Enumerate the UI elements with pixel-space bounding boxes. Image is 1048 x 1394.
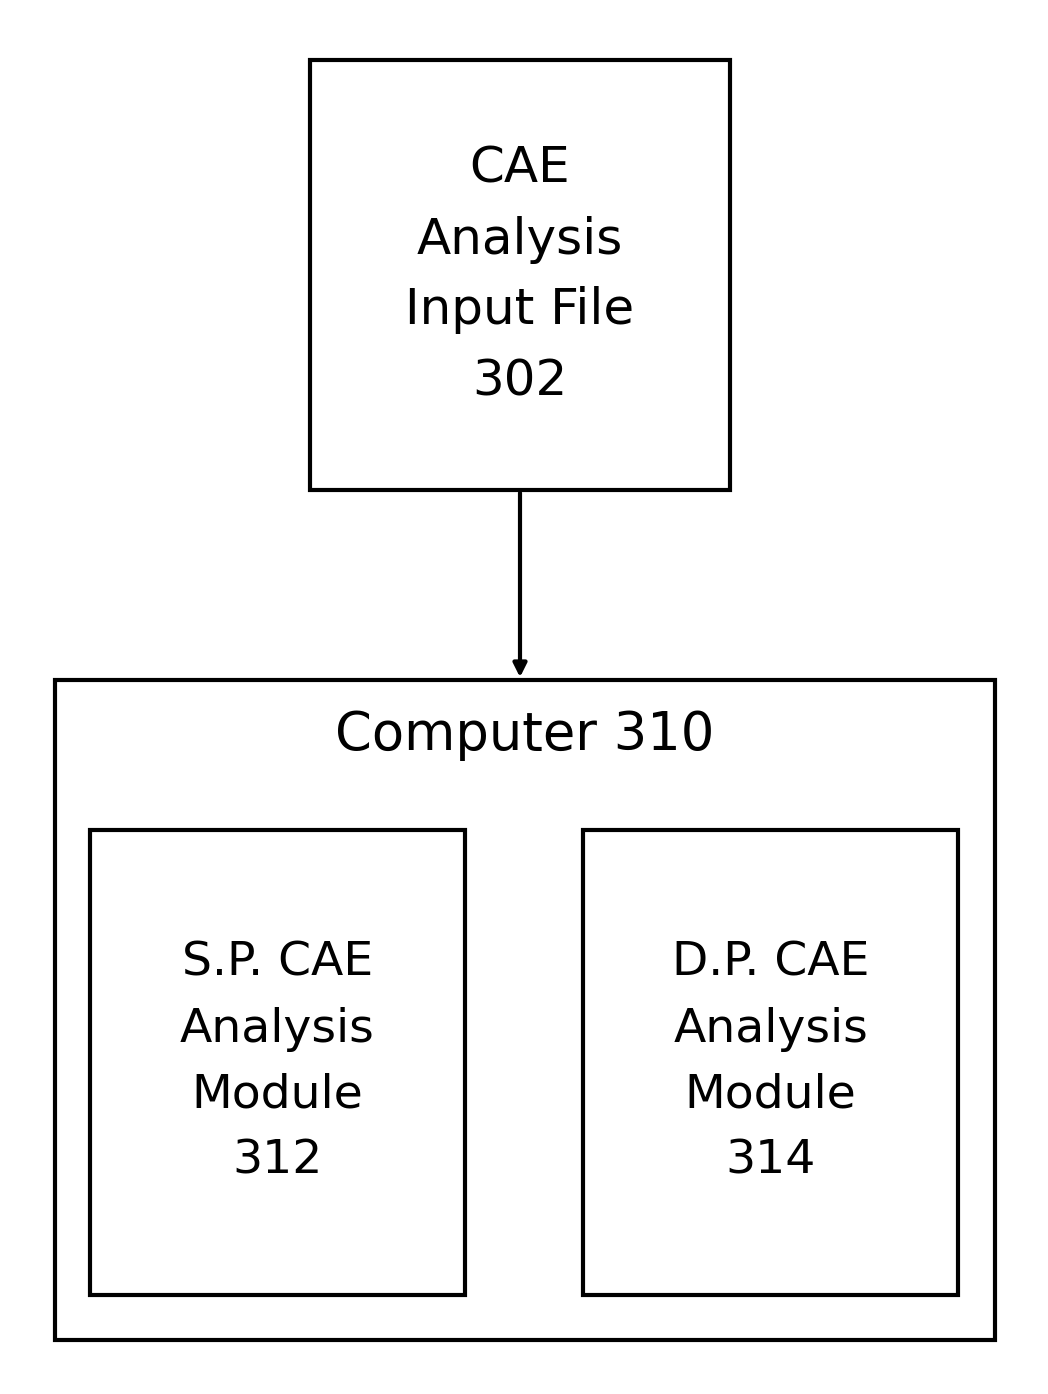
Text: S.P. CAE
Analysis
Module
312: S.P. CAE Analysis Module 312 [180,941,375,1184]
Bar [583,829,958,1295]
Bar [54,680,995,1340]
Text: CAE
Analysis
Input File
302: CAE Analysis Input File 302 [406,145,634,406]
Text: D.P. CAE
Analysis
Module
314: D.P. CAE Analysis Module 314 [672,941,869,1184]
Bar [90,829,465,1295]
Bar [310,60,730,491]
Text: Computer 310: Computer 310 [335,710,715,761]
